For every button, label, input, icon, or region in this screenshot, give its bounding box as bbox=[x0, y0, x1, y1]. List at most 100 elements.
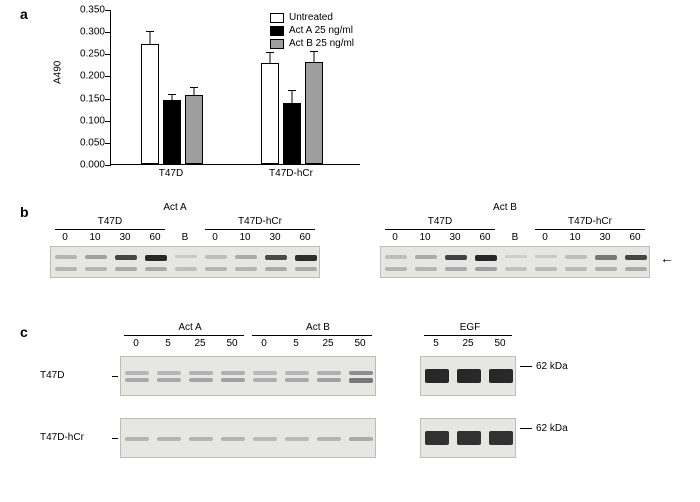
band bbox=[221, 371, 245, 375]
y-tick bbox=[105, 99, 111, 100]
lane-label: 60 bbox=[140, 232, 170, 243]
lane-label: 10 bbox=[230, 232, 260, 243]
band-upper bbox=[145, 255, 167, 261]
row-tick bbox=[112, 376, 118, 377]
arrow-icon: ← bbox=[660, 250, 674, 266]
band bbox=[221, 437, 245, 441]
lane-label: 5 bbox=[420, 338, 452, 349]
legend-item: Untreated bbox=[270, 12, 354, 23]
legend-label: Act B 25 ng/ml bbox=[289, 38, 354, 49]
lane-label: 10 bbox=[560, 232, 590, 243]
lane-label: 10 bbox=[80, 232, 110, 243]
y-tick-label: 0.150 bbox=[80, 93, 105, 104]
band bbox=[157, 371, 181, 375]
lane-label: 25 bbox=[452, 338, 484, 349]
band-lower bbox=[565, 267, 587, 271]
error-bar bbox=[150, 32, 151, 44]
bar bbox=[261, 63, 279, 164]
error-bar bbox=[194, 88, 195, 96]
group-underline bbox=[424, 335, 512, 336]
lane-label: 0 bbox=[120, 338, 152, 349]
cell-line-label: T47D-hCr bbox=[200, 216, 320, 227]
y-tick bbox=[105, 32, 111, 33]
group-underline bbox=[124, 335, 244, 336]
bar bbox=[305, 62, 323, 164]
band bbox=[285, 378, 309, 382]
error-bar bbox=[172, 95, 173, 99]
y-tick bbox=[105, 54, 111, 55]
gel-blot bbox=[50, 246, 320, 278]
error-bar bbox=[270, 53, 271, 63]
band bbox=[349, 437, 373, 441]
bar bbox=[141, 44, 159, 164]
legend-swatch bbox=[270, 26, 284, 36]
y-tick bbox=[105, 165, 111, 166]
band-lower bbox=[265, 267, 287, 271]
lane-label: 50 bbox=[344, 338, 376, 349]
band-upper bbox=[535, 255, 557, 258]
lane-label: 0 bbox=[50, 232, 80, 243]
lane-label: 50 bbox=[216, 338, 248, 349]
y-tick-label: 0.250 bbox=[80, 49, 105, 60]
gel-blot bbox=[380, 246, 650, 278]
chart-legend: UntreatedAct A 25 ng/mlAct B 25 ng/ml bbox=[270, 12, 354, 51]
band-upper bbox=[295, 255, 317, 261]
lane-label: 10 bbox=[410, 232, 440, 243]
group-underline bbox=[535, 229, 645, 230]
y-tick bbox=[105, 143, 111, 144]
gel-blot bbox=[420, 418, 516, 458]
cell-line-label: T47D-hCr bbox=[530, 216, 650, 227]
y-tick-label: 0.100 bbox=[80, 115, 105, 126]
error-cap bbox=[310, 51, 318, 52]
band bbox=[189, 378, 213, 382]
mw-label: 62 kDa bbox=[536, 361, 568, 372]
band bbox=[189, 371, 213, 375]
error-bar bbox=[314, 52, 315, 62]
treatment-label: Act B bbox=[465, 202, 545, 213]
band-upper bbox=[475, 255, 497, 261]
band-lower bbox=[475, 267, 497, 271]
error-cap bbox=[190, 87, 198, 88]
band bbox=[457, 369, 481, 383]
band bbox=[253, 437, 277, 441]
band-upper bbox=[115, 255, 137, 260]
band-lower bbox=[115, 267, 137, 271]
legend-swatch bbox=[270, 13, 284, 23]
y-tick bbox=[105, 76, 111, 77]
band-lower bbox=[535, 267, 557, 271]
lane-label: 30 bbox=[260, 232, 290, 243]
x-category-label: T47D bbox=[136, 168, 206, 179]
band bbox=[221, 378, 245, 382]
lane-label: 5 bbox=[280, 338, 312, 349]
bar bbox=[283, 103, 301, 164]
panel-a-label: a bbox=[20, 6, 28, 22]
error-cap bbox=[146, 31, 154, 32]
y-tick bbox=[105, 121, 111, 122]
lane-label: 0 bbox=[248, 338, 280, 349]
lane-label: 25 bbox=[184, 338, 216, 349]
mw-label: 62 kDa bbox=[536, 423, 568, 434]
band-upper bbox=[625, 255, 647, 260]
band bbox=[189, 437, 213, 441]
band-lower bbox=[595, 267, 617, 271]
band-lower bbox=[625, 267, 647, 271]
gel-blot bbox=[120, 418, 376, 458]
band-lower bbox=[205, 267, 227, 271]
y-tick-label: 0.200 bbox=[80, 71, 105, 82]
lane-label: 60 bbox=[620, 232, 650, 243]
y-tick-label: 0.050 bbox=[80, 137, 105, 148]
lane-label: 30 bbox=[590, 232, 620, 243]
band-lower bbox=[235, 267, 257, 271]
lane-label: B bbox=[500, 232, 530, 243]
band-lower bbox=[415, 267, 437, 271]
band bbox=[285, 371, 309, 375]
band-lower bbox=[505, 267, 527, 271]
band-lower bbox=[145, 267, 167, 271]
mw-tick bbox=[520, 428, 532, 429]
band bbox=[125, 437, 149, 441]
lane-labels: 0103060B0103060 bbox=[380, 232, 650, 243]
lane-label: B bbox=[170, 232, 200, 243]
y-axis-label: A490 bbox=[53, 61, 64, 84]
treatment-label: EGF bbox=[440, 322, 500, 333]
lane-labels: 52550 bbox=[420, 338, 516, 349]
